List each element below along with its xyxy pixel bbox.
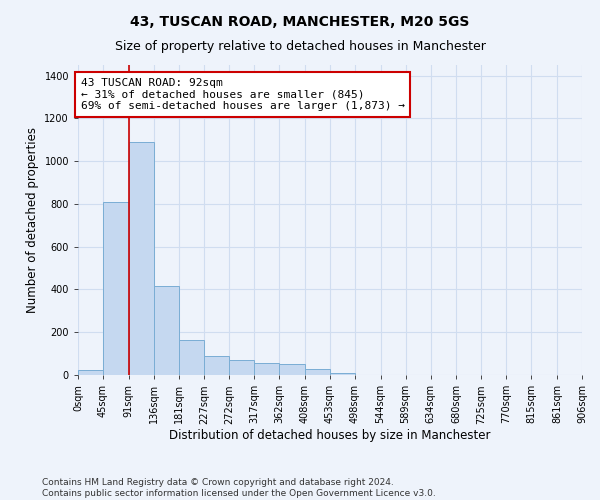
Bar <box>229 360 254 375</box>
Text: Size of property relative to detached houses in Manchester: Size of property relative to detached ho… <box>115 40 485 53</box>
Y-axis label: Number of detached properties: Number of detached properties <box>26 127 39 313</box>
Bar <box>128 142 154 375</box>
X-axis label: Distribution of detached houses by size in Manchester: Distribution of detached houses by size … <box>169 429 491 442</box>
Text: 43, TUSCAN ROAD, MANCHESTER, M20 5GS: 43, TUSCAN ROAD, MANCHESTER, M20 5GS <box>130 15 470 29</box>
Bar <box>254 363 280 375</box>
Bar <box>154 286 179 375</box>
Bar <box>78 370 103 375</box>
Bar <box>280 364 305 375</box>
Text: 43 TUSCAN ROAD: 92sqm
← 31% of detached houses are smaller (845)
69% of semi-det: 43 TUSCAN ROAD: 92sqm ← 31% of detached … <box>81 78 405 111</box>
Bar <box>204 356 229 375</box>
Bar <box>179 340 204 375</box>
Bar <box>103 202 128 375</box>
Text: Contains HM Land Registry data © Crown copyright and database right 2024.
Contai: Contains HM Land Registry data © Crown c… <box>42 478 436 498</box>
Bar <box>330 374 355 375</box>
Bar <box>305 369 330 375</box>
